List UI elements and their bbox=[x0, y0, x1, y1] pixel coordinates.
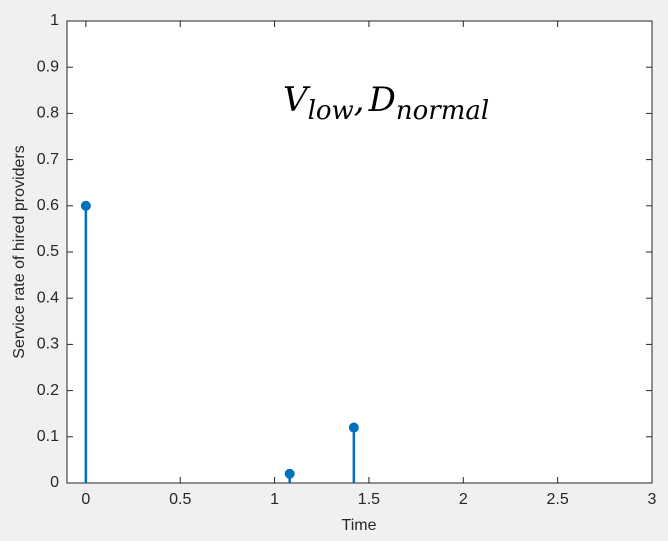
plot-area bbox=[66, 20, 653, 484]
annotation-part: , bbox=[354, 80, 365, 120]
y-tick-label: 0.6 bbox=[37, 197, 59, 214]
x-tick-label: 2 bbox=[459, 491, 468, 508]
y-tick-label: 0.9 bbox=[37, 58, 59, 75]
y-axis-label: Service rate of hired providers bbox=[11, 145, 28, 358]
y-tick-label: 0.1 bbox=[37, 428, 59, 445]
x-axis-label: Time bbox=[342, 517, 377, 534]
annotation: Vlow, Dnormal bbox=[283, 80, 489, 126]
stem-marker bbox=[348, 422, 359, 433]
y-tick-label: 0.2 bbox=[37, 382, 59, 399]
y-tick-label: 0.3 bbox=[37, 336, 59, 353]
y-tick-label: 1 bbox=[50, 12, 59, 29]
y-tick-label: 0.5 bbox=[37, 243, 59, 260]
y-tick-label: 0.8 bbox=[37, 105, 59, 122]
x-tick-label: 0.5 bbox=[169, 491, 191, 508]
x-tick-label: 2.5 bbox=[547, 491, 569, 508]
annotation-part: V bbox=[283, 80, 311, 120]
x-tick-label: 1.5 bbox=[358, 491, 380, 508]
annotation-part: D bbox=[368, 80, 396, 120]
x-tick-label: 1 bbox=[270, 491, 279, 508]
x-tick-label: 3 bbox=[648, 491, 657, 508]
stem-marker bbox=[284, 468, 295, 479]
annotation-subscript: low bbox=[308, 96, 354, 126]
annotation-subscript: normal bbox=[396, 96, 489, 126]
y-tick-label: 0 bbox=[50, 474, 59, 491]
y-tick-label: 0.7 bbox=[37, 151, 59, 168]
stem-marker bbox=[80, 200, 91, 211]
y-tick-label: 0.4 bbox=[37, 289, 59, 306]
x-tick-label: 0 bbox=[81, 491, 90, 508]
